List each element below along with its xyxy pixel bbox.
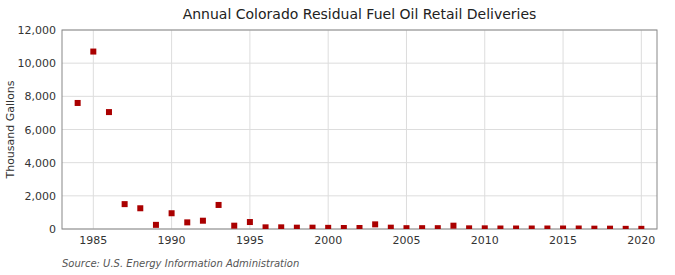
point bbox=[450, 223, 456, 229]
grid-line bbox=[62, 63, 657, 64]
point bbox=[372, 221, 378, 227]
point bbox=[435, 225, 441, 229]
point bbox=[388, 225, 394, 229]
point bbox=[137, 205, 143, 211]
grid-line bbox=[93, 30, 94, 229]
point bbox=[591, 226, 597, 229]
point bbox=[419, 225, 425, 229]
grid-line bbox=[563, 30, 564, 229]
point bbox=[231, 223, 237, 229]
grid-line bbox=[62, 129, 657, 130]
y-tick-label: 4,000 bbox=[25, 157, 57, 170]
y-tick-label: 8,000 bbox=[25, 90, 57, 103]
x-tick-label: 2000 bbox=[314, 234, 342, 247]
point bbox=[482, 225, 488, 229]
point bbox=[153, 222, 159, 228]
point bbox=[544, 226, 550, 229]
grid-line bbox=[328, 30, 329, 229]
point bbox=[607, 226, 613, 229]
grid-line bbox=[171, 30, 172, 229]
point bbox=[169, 210, 175, 216]
point bbox=[576, 226, 582, 229]
grid-line bbox=[62, 162, 657, 163]
point bbox=[529, 226, 535, 229]
x-tick-label: 2005 bbox=[392, 234, 420, 247]
y-axis-label: Thousand Gallons bbox=[4, 80, 17, 179]
point bbox=[200, 218, 206, 224]
x-tick-label: 1985 bbox=[79, 234, 107, 247]
plot-frame bbox=[62, 30, 657, 229]
grid-line bbox=[406, 30, 407, 229]
grid-line bbox=[62, 195, 657, 196]
y-tick-label: 2,000 bbox=[25, 190, 57, 203]
y-tick-label: 12,000 bbox=[18, 24, 57, 37]
source-note: Source: U.S. Energy Information Administ… bbox=[62, 258, 299, 269]
point bbox=[263, 224, 269, 229]
x-tick-label: 2010 bbox=[471, 234, 499, 247]
point bbox=[403, 225, 409, 229]
x-tick-label: 2020 bbox=[627, 234, 655, 247]
points bbox=[75, 49, 645, 229]
point bbox=[638, 226, 644, 229]
point bbox=[247, 219, 253, 225]
grid-line bbox=[62, 96, 657, 97]
point bbox=[75, 100, 81, 106]
y-tick-label: 6,000 bbox=[25, 124, 57, 137]
point bbox=[90, 49, 96, 55]
chart: 0 2,000 4,000 6,000 8,000 10,000 12,000 1985 199… bbox=[0, 0, 675, 275]
x-tick-label: 1990 bbox=[158, 234, 186, 247]
y-tick-label: 0 bbox=[49, 223, 56, 236]
point bbox=[341, 225, 347, 229]
point bbox=[466, 225, 472, 229]
point bbox=[560, 226, 566, 229]
point bbox=[122, 201, 128, 207]
point bbox=[294, 225, 300, 229]
point bbox=[184, 219, 190, 225]
point bbox=[106, 109, 112, 115]
grid bbox=[62, 30, 657, 229]
x-tick-label: 2015 bbox=[549, 234, 577, 247]
point bbox=[325, 225, 331, 229]
grid-line bbox=[641, 30, 642, 229]
point bbox=[357, 225, 363, 229]
title: Annual Colorado Residual Fuel Oil Retail… bbox=[183, 6, 537, 22]
point bbox=[623, 226, 629, 229]
point bbox=[216, 202, 222, 208]
grid-line bbox=[249, 30, 250, 229]
x-tick-label: 1995 bbox=[236, 234, 264, 247]
point bbox=[310, 225, 316, 229]
point bbox=[497, 226, 503, 229]
point bbox=[513, 226, 519, 229]
point bbox=[278, 224, 284, 229]
grid-line bbox=[484, 30, 485, 229]
axes: 0 2,000 4,000 6,000 8,000 10,000 12,000 1985 199… bbox=[18, 24, 656, 247]
y-tick-label: 10,000 bbox=[18, 57, 57, 70]
